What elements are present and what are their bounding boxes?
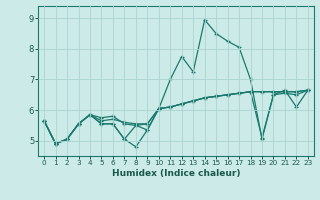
- X-axis label: Humidex (Indice chaleur): Humidex (Indice chaleur): [112, 169, 240, 178]
